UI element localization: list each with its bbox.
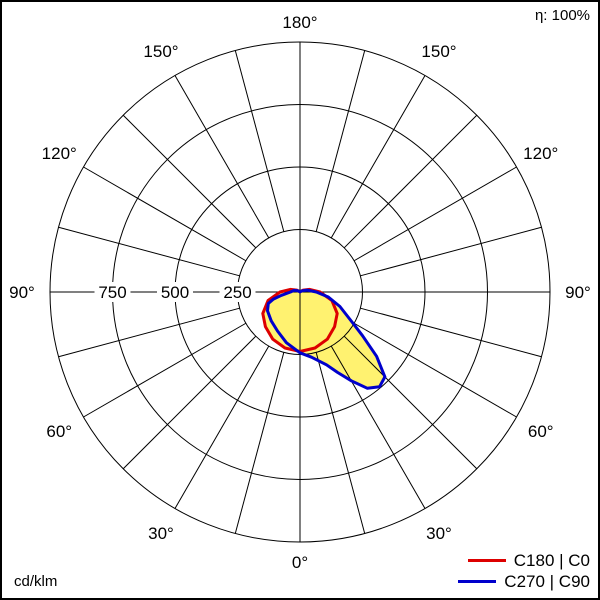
- series-line-1: [266, 288, 387, 390]
- legend-item-c180-c0: C180 | C0: [458, 550, 590, 571]
- radial-tick-label: 750: [98, 283, 126, 302]
- grid-spoke-75: [360, 307, 542, 358]
- grid-spoke-315: [122, 335, 257, 470]
- angle-label: 180°: [282, 13, 317, 32]
- grid-spoke-165: [315, 50, 366, 232]
- angle-label: 120°: [523, 144, 558, 163]
- angle-label: 0°: [292, 553, 308, 572]
- grid-spoke-330: [174, 345, 270, 509]
- radial-tick-label: 250: [223, 283, 251, 302]
- efficiency-label: η: 100%: [534, 7, 590, 24]
- grid-spoke-345: [234, 352, 285, 534]
- radial-label-bg: [94, 282, 131, 302]
- legend-item-c270-c90: C270 | C90: [458, 571, 590, 592]
- radial-tick-label: 500: [161, 283, 189, 302]
- angle-label: 120°: [42, 144, 77, 163]
- angle-label-bg: [561, 282, 595, 302]
- series-layer: [261, 287, 387, 390]
- angle-label: 90°: [9, 283, 35, 302]
- label-layer: 250 500 750 0° 30° 30° 60° 60° 90° 90° 120° 120° 150…: [5, 13, 595, 572]
- fill-layer: [262, 289, 385, 389]
- angle-label: 60°: [46, 422, 72, 441]
- angle-label: 90°: [565, 283, 591, 302]
- angle-label-bg: [5, 282, 39, 302]
- grid-spoke-150: [330, 75, 426, 239]
- angle-label: 30°: [426, 524, 452, 543]
- legend-label: C270 | C90: [504, 571, 590, 591]
- grid-spoke-285: [58, 307, 240, 358]
- legend-swatch-blue: [458, 580, 497, 583]
- grid-spoke-105: [360, 226, 542, 277]
- grid-spoke-135: [343, 114, 478, 249]
- legend-swatch-red: [467, 559, 506, 562]
- angle-label: 150°: [143, 42, 178, 61]
- grid-spoke-255: [58, 226, 240, 277]
- angle-label: 30°: [148, 524, 174, 543]
- angle-label: 150°: [421, 42, 456, 61]
- grid-spoke-15: [315, 352, 366, 534]
- legend: C180 | C0 C270 | C90: [458, 550, 590, 592]
- grid-spoke-300: [83, 322, 247, 418]
- angle-label: 60°: [528, 422, 554, 441]
- grid-spoke-30: [330, 345, 426, 509]
- radial-label-bg: [157, 282, 193, 302]
- grid-spoke-60: [353, 322, 517, 418]
- grid-layer: [49, 41, 551, 543]
- grid-spoke-225: [122, 114, 257, 249]
- unit-label: cd/klm: [14, 573, 58, 590]
- legend-label: C180 | C0: [513, 550, 590, 570]
- grid-spoke-240: [83, 166, 247, 262]
- grid-spoke-45: [343, 335, 478, 470]
- radial-label-bg: [219, 282, 256, 302]
- grid-spoke-195: [234, 50, 285, 232]
- grid-spoke-210: [174, 75, 270, 239]
- grid-spoke-120: [353, 166, 517, 262]
